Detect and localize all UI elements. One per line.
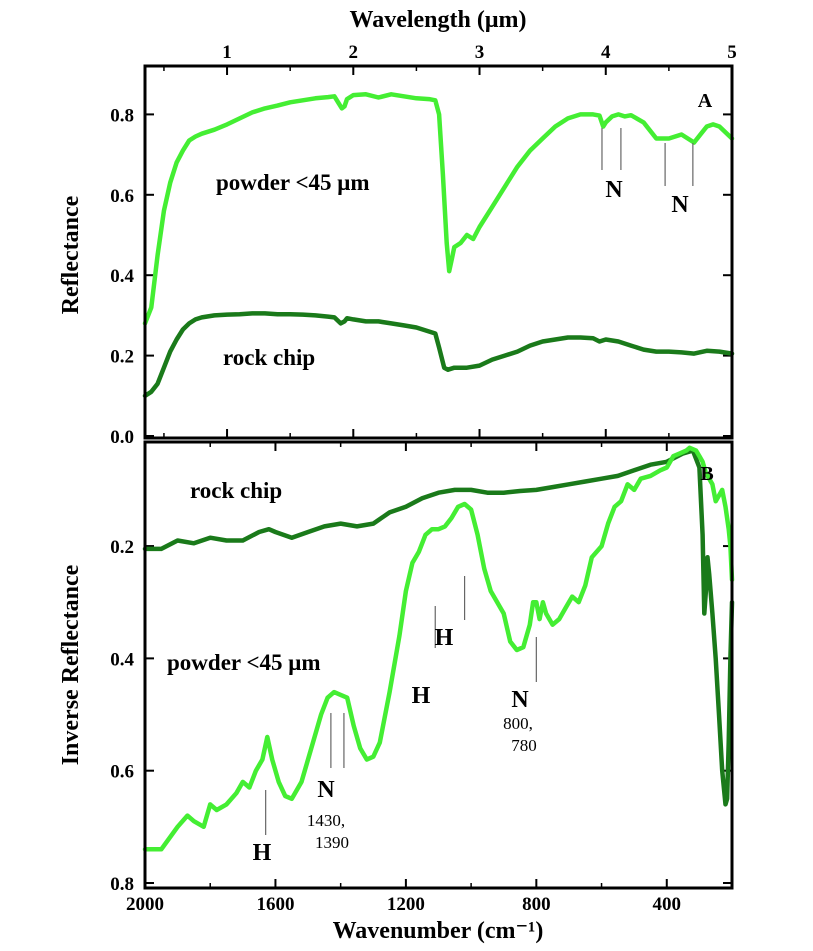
panel-b-annotations [265, 576, 537, 835]
panel-a: Wavelength (μm) 1 2 3 4 5 0.0 0.2 0.4 0.6 0.8 Re… [58, 7, 737, 448]
panel-b: 2000 1600 1200 800 400 0.2 0.4 0.6 0.8 Wavenumb… [58, 440, 735, 944]
panel-b-x-ticks: 2000 1600 1200 800 400 [126, 442, 733, 915]
panel-b-y-title: Inverse Reflectance [58, 564, 84, 765]
panel-b-x-tick-label: 800 [522, 894, 551, 915]
panel-a-frame [143, 64, 734, 440]
panel-b-band-n-1-detail-1: 1430, [307, 811, 345, 830]
panel-a-band-n-2: N [671, 192, 689, 218]
panel-a-x-tick-label: 1 [222, 42, 232, 63]
panel-b-y-tick-label: 0.8 [110, 874, 134, 895]
panel-a-series-rock-chip [142, 311, 735, 399]
panel-a-series [142, 92, 735, 399]
panel-b-band-n-1: N [317, 777, 335, 803]
panel-a-y-tick-label: 0.6 [110, 186, 134, 207]
panel-a-y-tick-label: 0.0 [110, 427, 134, 448]
panel-b-band-n-1-detail-2: 1390 [315, 833, 349, 852]
panel-a-series-powder-45-m [142, 92, 735, 326]
panel-a-x-tick-label: 2 [349, 42, 359, 63]
panel-b-series-powder-45-m [142, 445, 735, 852]
panel-b-x-title: Wavenumber (cm⁻¹) [333, 918, 544, 944]
panel-a-letter: A [698, 90, 713, 112]
panel-a-y-tick-label: 0.2 [110, 347, 134, 368]
panel-a-x-ticks: 1 2 3 4 5 [163, 42, 737, 438]
panel-b-x-tick-label: 1600 [256, 894, 294, 915]
panel-a-x-tick-label: 3 [475, 42, 485, 63]
panel-a-x-title: Wavelength (μm) [350, 7, 527, 33]
panel-a-y-ticks: 0.0 0.2 0.4 0.6 0.8 [110, 105, 732, 448]
panel-a-y-tick-label: 0.4 [110, 266, 134, 287]
panel-b-band-n-2-detail-1: 800, [503, 714, 533, 733]
panel-b-powder-label: powder <45 μm [167, 650, 321, 675]
panel-a-y-tick-label: 0.8 [110, 105, 134, 126]
panel-a-annotations [601, 128, 694, 186]
panel-b-y-tick-label: 0.4 [110, 649, 134, 670]
panel-b-band-h-1: H [253, 840, 272, 866]
panel-a-rock-chip-label: rock chip [223, 345, 315, 370]
panel-b-x-tick-label: 400 [653, 894, 682, 915]
panel-b-band-h-2: H [412, 683, 431, 709]
panel-b-series [142, 445, 735, 852]
panel-b-y-tick-label: 0.2 [110, 537, 134, 558]
panel-a-x-tick-label: 5 [727, 42, 737, 63]
panel-b-band-h-3: H [435, 625, 454, 651]
panel-b-band-n-2-detail-2: 780 [511, 736, 537, 755]
panel-b-x-tick-label: 1200 [387, 894, 425, 915]
panel-b-band-n-2: N [511, 687, 529, 713]
panel-b-y-tick-label: 0.6 [110, 762, 134, 783]
panel-b-x-tick-label: 2000 [126, 894, 164, 915]
panel-b-letter: B [700, 463, 713, 485]
panel-a-band-n-1: N [605, 177, 623, 203]
panel-b-rock-chip-label: rock chip [190, 478, 282, 503]
panel-b-series-rock-chip [142, 448, 735, 807]
panel-b-y-ticks: 0.2 0.4 0.6 0.8 [110, 537, 732, 895]
panel-b-frame [143, 440, 734, 890]
panel-a-powder-label: powder <45 μm [216, 170, 370, 195]
panel-a-y-title: Reflectance [58, 195, 84, 314]
panel-a-x-tick-label: 4 [601, 42, 611, 63]
